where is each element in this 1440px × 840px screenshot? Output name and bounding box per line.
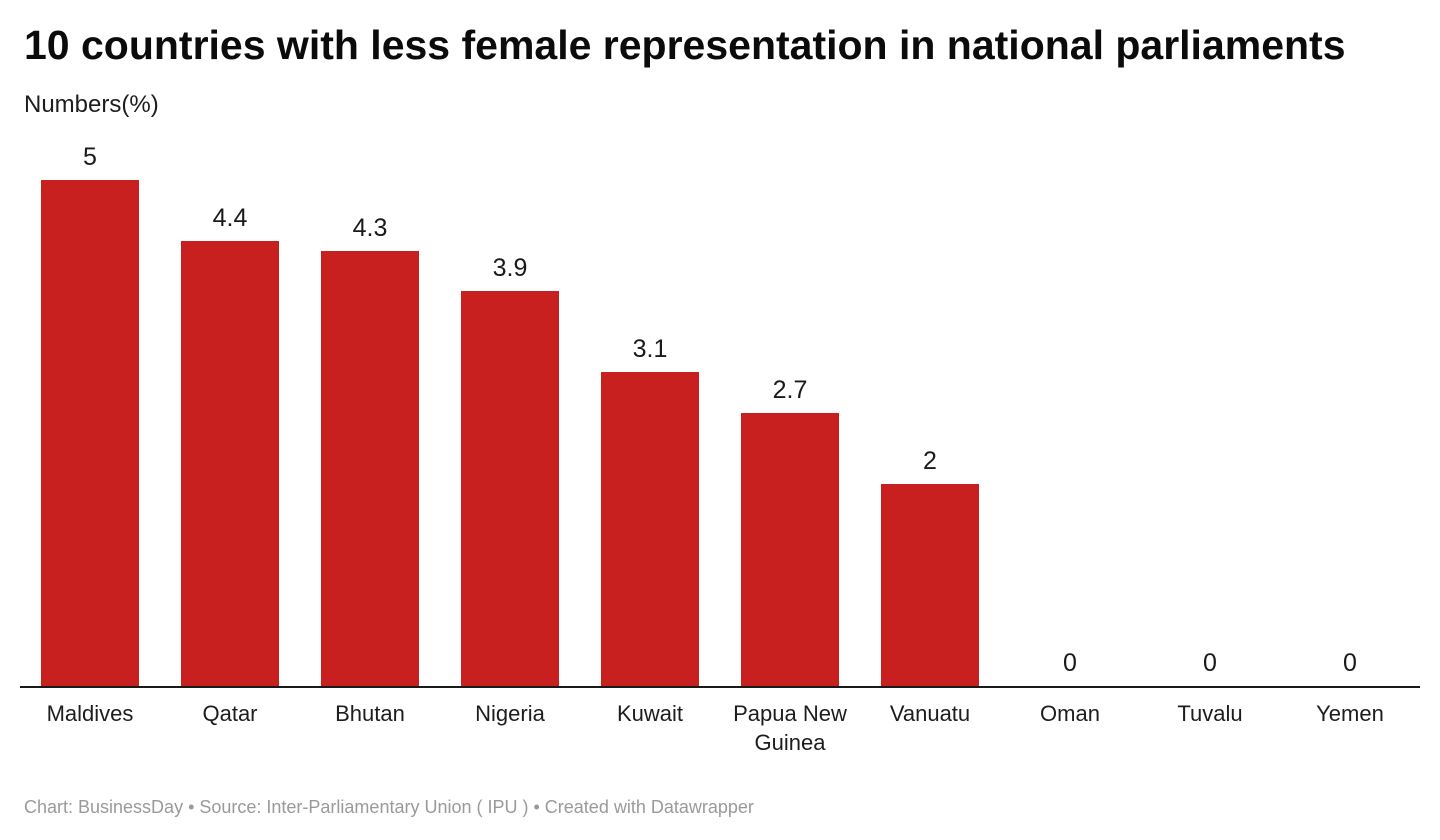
bar-column-papua-new-guinea: 2.7 xyxy=(720,375,860,686)
value-label-qatar: 4.4 xyxy=(212,203,248,232)
bar-column-vanuatu: 2 xyxy=(860,446,1000,686)
bar-chart: 5 4.4 4.3 3.9 3.1 2.7 2 0 0 0 Maldives Qatar Bhutan… xyxy=(20,130,1420,757)
x-axis-labels: Maldives Qatar Bhutan Nigeria Kuwait Papua Ne… xyxy=(20,688,1420,757)
bar-column-kuwait: 3.1 xyxy=(580,337,720,686)
category-label-vanuatu: Vanuatu xyxy=(889,701,971,726)
value-label-maldives: 5 xyxy=(83,143,97,171)
bar-vanuatu xyxy=(881,483,979,686)
bar-column-oman: 0 xyxy=(1000,651,1140,686)
value-label-yemen: 0 xyxy=(1343,649,1357,677)
bar-nigeria xyxy=(461,291,559,686)
value-label-oman: 0 xyxy=(1063,649,1077,677)
category-label-papua-new-guinea: Papua New Guinea xyxy=(733,701,847,756)
bar-maldives xyxy=(41,180,139,686)
category-label-bhutan: Bhutan xyxy=(335,701,405,726)
chart-footer: Chart: BusinessDay • Source: Inter-Parli… xyxy=(24,796,754,817)
bar-column-qatar: 4.4 xyxy=(160,203,300,686)
value-label-kuwait: 3.1 xyxy=(632,335,668,364)
bar-column-nigeria: 3.9 xyxy=(440,256,580,686)
value-label-tuvalu: 0 xyxy=(1203,649,1217,677)
plot-area: 5 4.4 4.3 3.9 3.1 2.7 2 0 0 0 xyxy=(20,130,1420,688)
category-label-nigeria: Nigeria xyxy=(475,701,545,726)
value-label-vanuatu: 2 xyxy=(923,446,937,475)
value-label-bhutan: 4.3 xyxy=(352,213,388,242)
bar-column-yemen: 0 xyxy=(1280,651,1420,686)
chart-title: 10 countries with less female representa… xyxy=(24,22,1346,68)
bar-column-bhutan: 4.3 xyxy=(300,213,440,686)
category-label-yemen: Yemen xyxy=(1316,701,1384,726)
value-label-papua-new-guinea: 2.7 xyxy=(772,375,808,404)
bar-column-tuvalu: 0 xyxy=(1140,651,1280,686)
category-label-qatar: Qatar xyxy=(202,701,258,726)
bar-kuwait xyxy=(601,372,699,686)
category-label-maldives: Maldives xyxy=(46,701,134,726)
bar-qatar xyxy=(181,240,279,686)
category-label-kuwait: Kuwait xyxy=(616,701,684,726)
bar-bhutan xyxy=(321,250,419,686)
bar-papua-new-guinea xyxy=(741,412,839,686)
chart-units-label: Numbers(%) xyxy=(24,91,159,119)
category-label-tuvalu: Tuvalu xyxy=(1177,701,1243,726)
category-label-oman: Oman xyxy=(1040,701,1100,726)
bar-column-maldives: 5 xyxy=(20,145,160,686)
value-label-nigeria: 3.9 xyxy=(492,254,528,283)
